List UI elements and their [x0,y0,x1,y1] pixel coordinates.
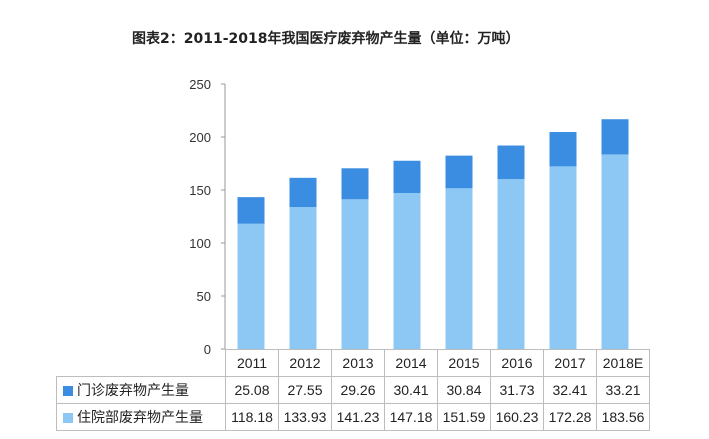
table-row-inpatient: 住院部废弃物产生量 118.18 133.93 141.23 147.18 15… [56,403,650,431]
bar-outpatient-2015 [445,155,473,189]
y-tick-label: 100 [189,236,211,251]
table-cell: 32.41 [543,376,597,404]
table-cell: 133.93 [278,403,332,431]
table-cell: 31.73 [490,376,544,404]
chart-title: 图表2：2011-2018年我国医疗废弃物产生量（单位：万吨） [132,31,520,47]
table-cell: 147.18 [384,403,438,431]
table-row-outpatient: 门诊废弃物产生量 25.08 27.55 29.26 30.41 30.84 3… [56,376,650,404]
y-tick-label: 250 [189,77,211,92]
table-header-cell: 2015 [437,349,491,377]
table-header-cell: 2013 [331,349,385,377]
bar-outpatient-2012 [289,177,317,208]
bar-outpatient-2017 [549,132,577,167]
bar-inpatient-2011 [237,223,265,349]
legend-outpatient: 门诊废弃物产生量 [56,376,226,404]
bar-inpatient-2016 [497,179,525,349]
bar-outpatient-2011 [237,197,265,224]
table-header-row: 2011 2012 2013 2014 2015 2016 2017 2018E [56,349,650,377]
data-table: 2011 2012 2013 2014 2015 2016 2017 2018E… [56,349,650,431]
bar-outpatient-2016 [497,145,525,180]
table-cell: 25.08 [225,376,279,404]
legend-swatch-inpatient [63,413,73,423]
table-cell: 151.59 [437,403,491,431]
bar-outpatient-2014 [393,160,421,193]
legend-swatch-outpatient [63,386,73,396]
bar-inpatient-2015 [445,188,473,349]
table-header-cell: 2018E [596,349,650,377]
y-tick-label: 200 [189,130,211,145]
table-cell: 160.23 [490,403,544,431]
bar-outpatient-2018E [601,119,629,155]
table-header-cell: 2012 [278,349,332,377]
y-tick-label: 50 [197,289,211,304]
table-cell: 183.56 [596,403,650,431]
table-cell: 118.18 [225,403,279,431]
table-header-cell: 2014 [384,349,438,377]
table-cell: 33.21 [596,376,650,404]
bar-inpatient-2017 [549,166,577,349]
table-header-cell: 2016 [490,349,544,377]
legend-label: 住院部废弃物产生量 [77,409,203,425]
table-cell: 141.23 [331,403,385,431]
bar-outpatient-2013 [341,168,369,200]
bar-inpatient-2014 [393,192,421,349]
table-corner-cell [56,349,226,377]
table-cell: 30.84 [437,376,491,404]
legend-inpatient: 住院部废弃物产生量 [56,403,226,431]
bar-inpatient-2018E [601,154,629,349]
table-cell: 29.26 [331,376,385,404]
bar-inpatient-2013 [341,199,369,349]
table-cell: 30.41 [384,376,438,404]
table-header-cell: 2011 [225,349,279,377]
y-tick-label: 150 [189,183,211,198]
table-cell: 27.55 [278,376,332,404]
legend-label: 门诊废弃物产生量 [77,382,189,398]
table-cell: 172.28 [543,403,597,431]
table-header-cell: 2017 [543,349,597,377]
bar-inpatient-2012 [289,207,317,349]
